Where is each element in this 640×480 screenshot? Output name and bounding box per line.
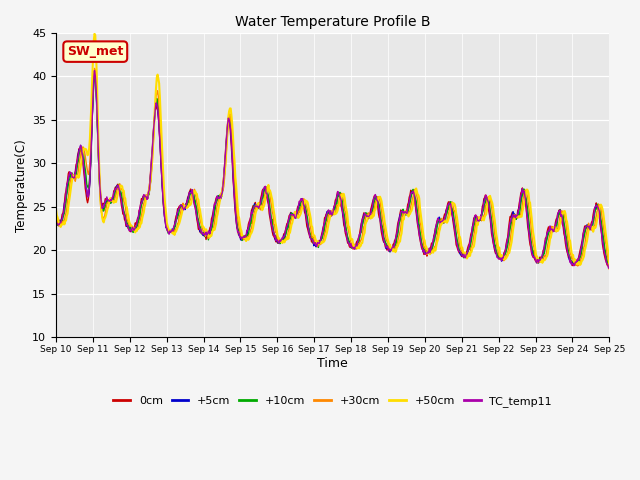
+5cm xyxy=(205,229,213,235)
+10cm xyxy=(401,211,408,216)
+5cm xyxy=(62,193,70,199)
+50cm xyxy=(417,212,424,217)
Line: 0cm: 0cm xyxy=(56,73,609,267)
+5cm xyxy=(401,212,408,218)
+30cm xyxy=(605,266,613,272)
+10cm xyxy=(605,264,613,269)
Legend: 0cm, +5cm, +10cm, +30cm, +50cm, TC_temp11: 0cm, +5cm, +10cm, +30cm, +50cm, TC_temp1… xyxy=(109,392,557,411)
0cm xyxy=(120,211,127,216)
+30cm xyxy=(52,216,60,222)
TC_temp11 xyxy=(205,229,213,235)
+50cm xyxy=(91,31,99,36)
+30cm xyxy=(401,209,408,215)
+5cm xyxy=(176,205,184,211)
+10cm xyxy=(91,73,99,79)
+10cm xyxy=(176,204,184,210)
+30cm xyxy=(176,213,184,218)
0cm xyxy=(605,264,613,270)
Text: SW_met: SW_met xyxy=(67,45,124,58)
TC_temp11 xyxy=(52,220,60,226)
TC_temp11 xyxy=(91,68,99,73)
0cm xyxy=(62,188,70,194)
+5cm xyxy=(120,210,127,216)
+50cm xyxy=(605,265,613,271)
0cm xyxy=(52,223,60,228)
+50cm xyxy=(120,188,127,193)
Line: +5cm: +5cm xyxy=(56,71,609,268)
0cm xyxy=(417,241,424,247)
+10cm xyxy=(62,200,70,205)
Line: +10cm: +10cm xyxy=(56,76,609,266)
TC_temp11 xyxy=(176,203,184,209)
0cm xyxy=(91,70,99,76)
TC_temp11 xyxy=(417,240,424,246)
+10cm xyxy=(52,221,60,227)
0cm xyxy=(176,203,184,209)
X-axis label: Time: Time xyxy=(317,357,348,370)
+10cm xyxy=(205,233,213,239)
Line: +30cm: +30cm xyxy=(56,69,609,269)
+5cm xyxy=(52,218,60,224)
+50cm xyxy=(401,210,408,216)
Y-axis label: Temperature(C): Temperature(C) xyxy=(15,139,28,231)
Line: +50cm: +50cm xyxy=(56,34,609,268)
TC_temp11 xyxy=(401,210,408,216)
TC_temp11 xyxy=(605,265,612,271)
0cm xyxy=(205,228,213,234)
+50cm xyxy=(205,234,213,240)
+50cm xyxy=(62,217,70,223)
+10cm xyxy=(417,233,424,239)
+5cm xyxy=(417,237,424,243)
TC_temp11 xyxy=(62,191,70,196)
TC_temp11 xyxy=(120,210,127,216)
+50cm xyxy=(176,218,184,224)
TC_temp11 xyxy=(605,265,613,271)
+30cm xyxy=(205,234,213,240)
+50cm xyxy=(52,206,60,212)
0cm xyxy=(401,212,408,218)
+30cm xyxy=(417,222,424,228)
+30cm xyxy=(91,66,99,72)
+5cm xyxy=(91,68,99,73)
Line: TC_temp11: TC_temp11 xyxy=(56,71,609,268)
+10cm xyxy=(120,208,127,214)
+30cm xyxy=(62,210,70,216)
+5cm xyxy=(605,265,613,271)
Title: Water Temperature Profile B: Water Temperature Profile B xyxy=(235,15,431,29)
+30cm xyxy=(120,198,127,204)
